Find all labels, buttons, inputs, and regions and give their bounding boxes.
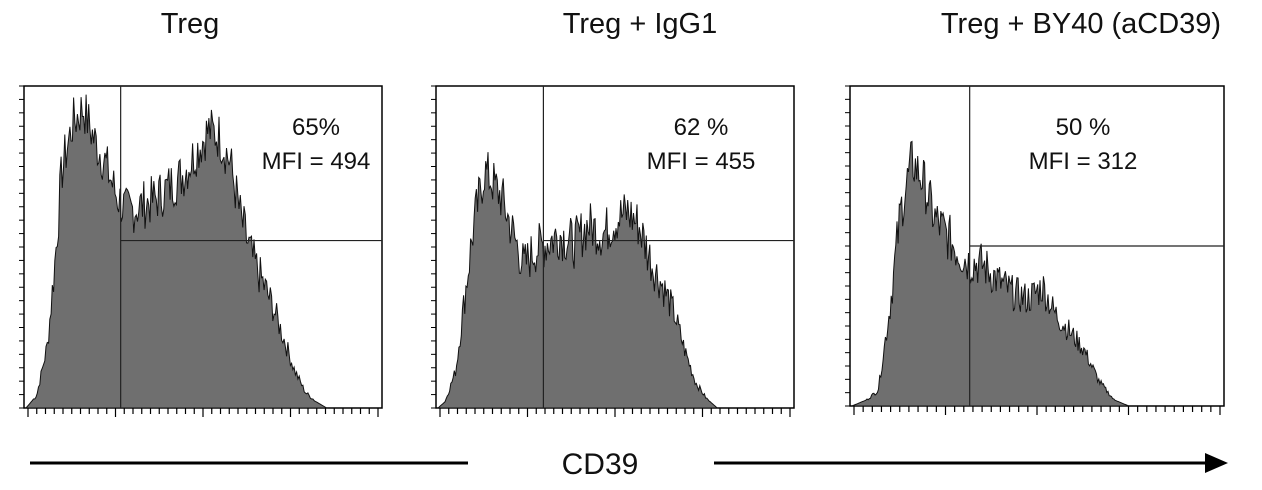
percent-label: 50 % xyxy=(1056,114,1111,141)
panel-title-treg: Treg xyxy=(160,8,220,40)
histogram-area xyxy=(24,94,329,409)
percent-label: 65% xyxy=(292,114,340,141)
mfi-label: MFI = 494 xyxy=(262,148,371,175)
x-axis-label: CD39 xyxy=(561,448,639,481)
mfi-label: MFI = 455 xyxy=(647,148,756,175)
cd39-axis-arrowhead xyxy=(1205,453,1228,473)
mfi-label: MFI = 312 xyxy=(1029,148,1138,175)
panel-title-treg-igg1: Treg + IgG1 xyxy=(562,8,718,40)
percent-label: 62 % xyxy=(674,114,729,141)
histogram-area xyxy=(436,152,719,409)
panel-title-treg-by40: Treg + BY40 (aCD39) xyxy=(940,8,1222,40)
histogram-panel: 50 % MFI = 312 xyxy=(845,85,1225,415)
histogram-panel: 62 % MFI = 455 xyxy=(431,85,795,417)
histogram-area xyxy=(851,140,1129,407)
histogram-panel: 65% MFI = 494 xyxy=(19,85,383,417)
